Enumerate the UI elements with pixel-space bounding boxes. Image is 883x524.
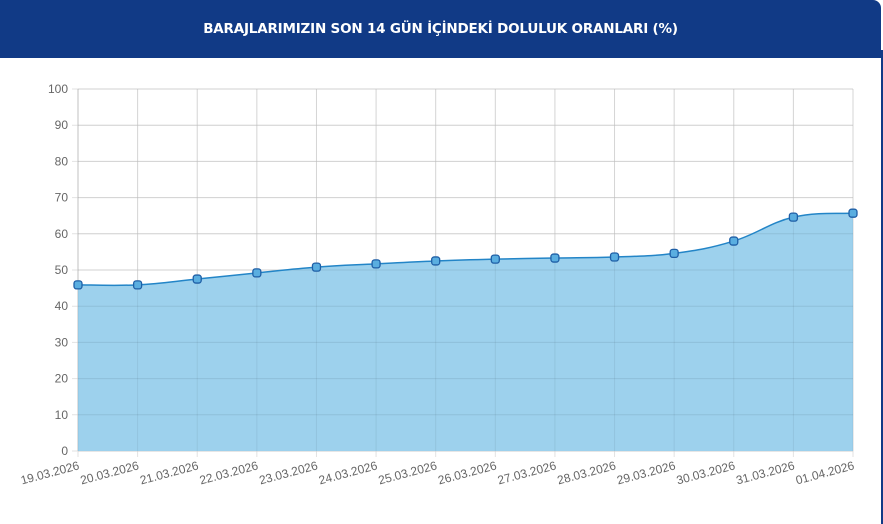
y-tick-label: 80 [55, 154, 69, 168]
y-tick-label: 0 [61, 444, 68, 458]
y-tick-label: 20 [55, 372, 69, 386]
x-tick-label: 19.03.2026 [19, 458, 81, 487]
chart-header: BARAJLARIMIZIN SON 14 GÜN İÇİNDEKİ DOLUL… [0, 0, 881, 58]
x-tick-label: 01.04.2026 [794, 458, 856, 487]
y-tick-label: 60 [55, 227, 69, 241]
data-point[interactable] [311, 262, 322, 272]
data-point[interactable] [371, 259, 381, 269]
data-point[interactable] [550, 253, 560, 263]
x-tick-label: 30.03.2026 [675, 458, 737, 487]
x-axis: 19.03.202620.03.202621.03.202622.03.2026… [19, 458, 856, 487]
y-tick-label: 90 [55, 118, 69, 132]
x-tick-label: 22.03.2026 [198, 458, 260, 487]
data-point[interactable] [431, 256, 441, 266]
x-tick-label: 25.03.2026 [377, 458, 439, 487]
area-fill [78, 213, 853, 451]
x-tick-label: 28.03.2026 [556, 458, 618, 487]
y-tick-label: 70 [55, 191, 69, 205]
data-points [73, 208, 858, 290]
data-point[interactable] [192, 274, 202, 284]
x-tick-label: 24.03.2026 [317, 458, 379, 487]
y-tick-label: 100 [48, 82, 68, 96]
x-tick-label: 29.03.2026 [615, 458, 677, 487]
y-tick-label: 50 [55, 263, 69, 277]
data-point[interactable] [73, 280, 83, 290]
y-axis: 0 10 20 30 40 50 60 70 80 90 100 [48, 82, 68, 458]
data-point[interactable] [252, 268, 262, 278]
data-point[interactable] [788, 212, 799, 222]
data-point[interactable] [848, 208, 858, 218]
data-point[interactable] [729, 236, 739, 246]
data-point[interactable] [609, 252, 620, 262]
data-point[interactable] [132, 280, 143, 290]
x-tick-label: 26.03.2026 [436, 458, 498, 487]
y-tick-label: 40 [55, 299, 69, 313]
data-point[interactable] [669, 248, 679, 258]
grid-overlay [77, 88, 854, 451]
x-tick-label: 27.03.2026 [496, 458, 558, 487]
data-point[interactable] [490, 254, 500, 264]
x-tick-label: 21.03.2026 [138, 458, 200, 487]
panel-border [881, 50, 883, 524]
y-tick-label: 30 [55, 335, 69, 349]
x-tick-label: 31.03.2026 [735, 458, 797, 487]
y-tick-label: 10 [55, 408, 69, 422]
chart-title: BARAJLARIMIZIN SON 14 GÜN İÇİNDEKİ DOLUL… [203, 21, 678, 37]
x-tick-label: 20.03.2026 [79, 458, 141, 487]
x-tick-label: 23.03.2026 [258, 458, 320, 487]
